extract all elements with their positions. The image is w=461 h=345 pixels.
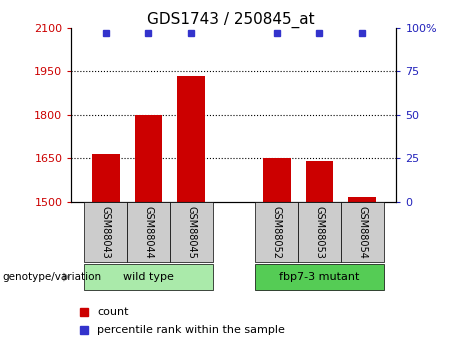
Bar	[92, 154, 119, 202]
Bar	[84, 202, 127, 262]
Text: GSM88044: GSM88044	[143, 206, 154, 258]
Bar	[306, 160, 333, 202]
Text: GSM88054: GSM88054	[357, 206, 367, 258]
Bar	[255, 202, 298, 262]
Text: GSM88053: GSM88053	[314, 206, 325, 258]
Text: wild type: wild type	[123, 272, 174, 282]
Polygon shape	[64, 273, 69, 281]
Bar	[127, 202, 170, 262]
Bar	[341, 202, 384, 262]
Text: genotype/variation: genotype/variation	[2, 272, 101, 282]
Text: GSM88045: GSM88045	[186, 206, 196, 258]
Bar	[84, 264, 213, 290]
Bar	[298, 202, 341, 262]
Text: count: count	[97, 307, 129, 317]
Text: GDS1743 / 250845_at: GDS1743 / 250845_at	[147, 12, 314, 28]
Bar	[263, 158, 290, 202]
Text: fbp7-3 mutant: fbp7-3 mutant	[279, 272, 360, 282]
Text: GSM88052: GSM88052	[272, 206, 282, 258]
Bar	[170, 202, 213, 262]
Bar	[255, 264, 384, 290]
Text: percentile rank within the sample: percentile rank within the sample	[97, 325, 285, 335]
Bar	[177, 76, 205, 202]
Bar	[349, 197, 376, 202]
Bar	[135, 115, 162, 202]
Text: GSM88043: GSM88043	[100, 206, 111, 258]
